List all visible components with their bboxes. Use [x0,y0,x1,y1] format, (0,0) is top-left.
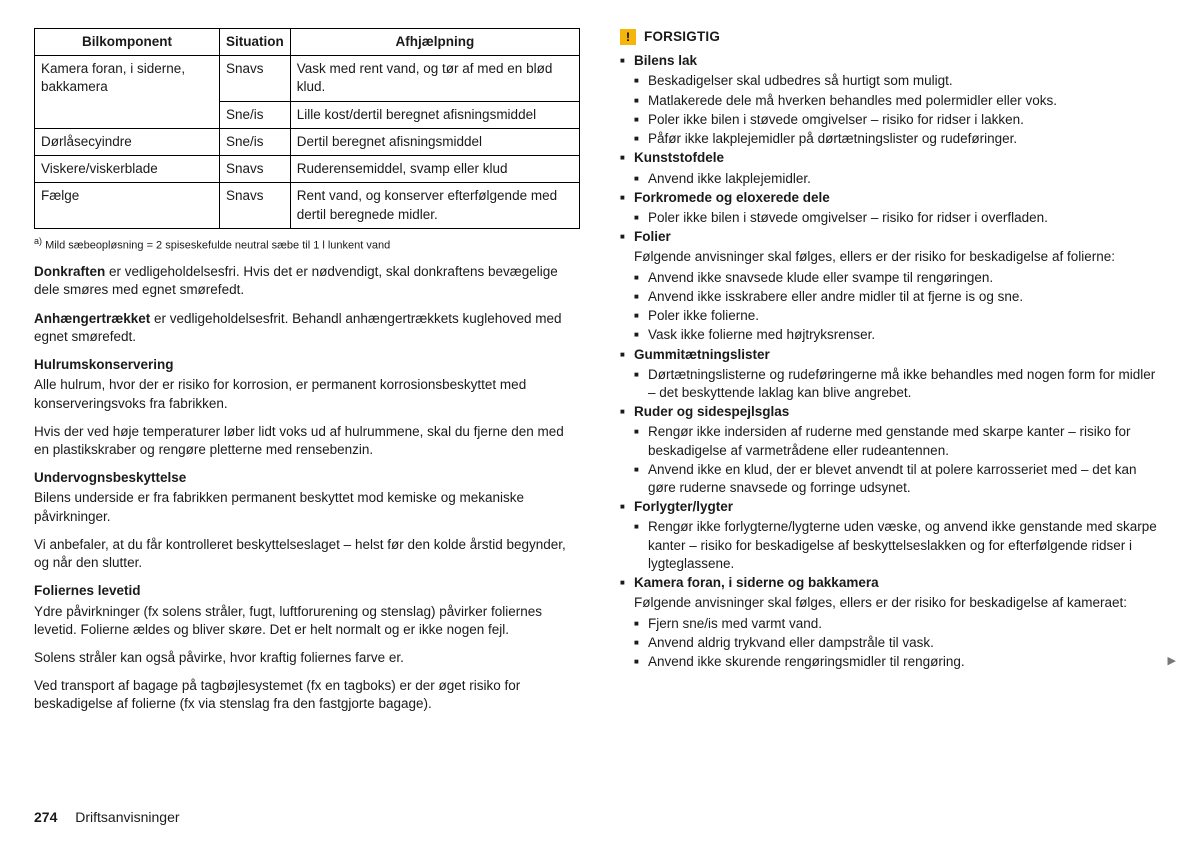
th-situation: Situation [219,29,290,56]
warning-item: Anvend ikke lakplejemidler. [634,170,1166,188]
warning-section-head: Ruder og sidespejlsglas [634,404,789,419]
continue-arrow-icon: ▶ [1168,654,1176,669]
cell-remedy: Vask med rent vand, og tør af med en blø… [290,56,579,101]
warning-section-head: Forkromede og eloxerede dele [634,190,830,205]
p5: Bilens underside er fra fabrikken perman… [34,489,580,525]
table-row: Kamera foran, i siderne, bakkameraSnavsV… [35,56,580,101]
p4: Hvis der ved høje temperaturer løber lid… [34,423,580,459]
cell-remedy: Rent vand, og konserver efterfølgende me… [290,183,579,228]
cell-remedy: Ruderensemiddel, svamp eller klud [290,156,579,183]
left-column: Bilkomponent Situation Afhjælpning Kamer… [34,28,580,845]
h-cavity: Hulrumskonservering [34,356,580,374]
warning-items: Poler ikke bilen i støvede omgivelser – … [634,209,1166,227]
cell-remedy: Dertil beregnet afisningsmiddel [290,128,579,155]
p-jack: Donkraften er vedligeholdelsesfri. Hvis … [34,263,580,299]
table-footnote: a) Mild sæbeopløsning = 2 spiseskefulde … [34,235,580,254]
cell-situation: Snavs [219,56,290,101]
warning-item: Rengør ikke forlygterne/lygterne uden væ… [634,518,1166,573]
cell-situation: Snavs [219,156,290,183]
p7: Ydre påvirkninger (fx solens stråler, fu… [34,603,580,639]
p3: Alle hulrum, hvor der er risiko for korr… [34,376,580,412]
page-footer: 274 Driftsanvisninger [34,808,180,827]
warning-section: Kunststofdele [620,149,1166,167]
table-row: Viskere/viskerbladeSnavsRuderensemiddel,… [35,156,580,183]
warning-item: Beskadigelser skal udbedres så hurtigt s… [634,72,1166,90]
page-number: 274 [34,809,57,825]
warning-item: Rengør ikke indersiden af ruderne med ge… [634,423,1166,459]
warning-section-head: Gummitætningslister [634,347,770,362]
h-underbody: Undervognsbeskyttelse [34,469,580,487]
warning-items: Anvend ikke snavsede klude eller svampe … [634,269,1166,345]
warning-header: ! FORSIGTIG [620,28,1166,46]
warning-item: Anvend ikke skurende rengøringsmidler ti… [634,653,1166,671]
warning-section: Forlygter/lygter [620,498,1166,516]
warning-section: Folier [620,228,1166,246]
warning-item: Poler ikke bilen i støvede omgivelser – … [634,111,1166,129]
warning-section: Gummitætningslister [620,346,1166,364]
cell-component: Kamera foran, i siderne, bakkamera [35,56,220,129]
table-row: FælgeSnavsRent vand, og konserver efterf… [35,183,580,228]
warning-item: Påfør ikke lakplejemidler på dørtætnings… [634,130,1166,148]
warning-items: Rengør ikke forlygterne/lygterne uden væ… [634,518,1166,573]
cell-remedy: Lille kost/dertil beregnet afisningsmidd… [290,101,579,128]
warning-icon: ! [620,29,636,45]
cell-component: Fælge [35,183,220,228]
warning-item: Dørtætningslisterne og rudeføringerne må… [634,366,1166,402]
cell-component: Dørlåsecyindre [35,128,220,155]
cell-component: Viskere/viskerblade [35,156,220,183]
warning-section-head: Forlygter/lygter [634,499,733,514]
cell-situation: Sne/is [219,128,290,155]
warning-items: Anvend ikke lakplejemidler. [634,170,1166,188]
warning-items: Dørtætningslisterne og rudeføringerne må… [634,366,1166,402]
warning-item: Vask ikke folierne med højtryksrenser. [634,326,1166,344]
warning-section: Ruder og sidespejlsglas [620,403,1166,421]
warning-item: Poler ikke folierne. [634,307,1166,325]
warning-section-body: Følgende anvisninger skal følges, ellers… [620,594,1166,612]
warning-section: Bilens lak [620,52,1166,70]
warning-item: Anvend ikke isskrabere eller andre midle… [634,288,1166,306]
warning-item: Anvend ikke en klud, der er blevet anven… [634,461,1166,497]
warning-section-body: Følgende anvisninger skal følges, ellers… [620,248,1166,266]
warning-section-head: Folier [634,229,671,244]
cell-situation: Sne/is [219,101,290,128]
warning-title: FORSIGTIG [644,28,720,46]
cell-situation: Snavs [219,183,290,228]
warning-section-head: Bilens lak [634,53,697,68]
th-component: Bilkomponent [35,29,220,56]
warning-section: Kamera foran, i siderne og bakkamera [620,574,1166,592]
p-towbar: Anhængertrækket er vedligeholdelsesfrit.… [34,310,580,346]
warning-item: Poler ikke bilen i støvede omgivelser – … [634,209,1166,227]
maintenance-table: Bilkomponent Situation Afhjælpning Kamer… [34,28,580,229]
warning-item: Matlakerede dele må hverken behandles me… [634,92,1166,110]
table-row: DørlåsecyindreSne/isDertil beregnet afis… [35,128,580,155]
warning-item: Anvend ikke snavsede klude eller svampe … [634,269,1166,287]
warning-section-head: Kunststofdele [634,150,724,165]
warning-section-head: Kamera foran, i siderne og bakkamera [634,575,879,590]
th-remedy: Afhjælpning [290,29,579,56]
warning-items: Beskadigelser skal udbedres så hurtigt s… [634,72,1166,148]
warning-item: Anvend aldrig trykvand eller dampstråle … [634,634,1166,652]
page-section: Driftsanvisninger [75,809,179,825]
warning-section: Forkromede og eloxerede dele [620,189,1166,207]
p8: Solens stråler kan også påvirke, hvor kr… [34,649,580,667]
warning-list: Bilens lak Beskadigelser skal udbedres så… [620,52,1166,671]
warning-items: Rengør ikke indersiden af ruderne med ge… [634,423,1166,497]
p9: Ved transport af bagage på tagbøjlesyste… [34,677,580,713]
warning-items: Fjern sne/is med varmt vand.Anvend aldri… [634,615,1166,672]
right-column: ! FORSIGTIG Bilens lak Beskadigelser skal… [620,28,1166,845]
warning-item: Fjern sne/is med varmt vand. [634,615,1166,633]
p6: Vi anbefaler, at du får kontrolleret bes… [34,536,580,572]
h-foil: Foliernes levetid [34,582,580,600]
